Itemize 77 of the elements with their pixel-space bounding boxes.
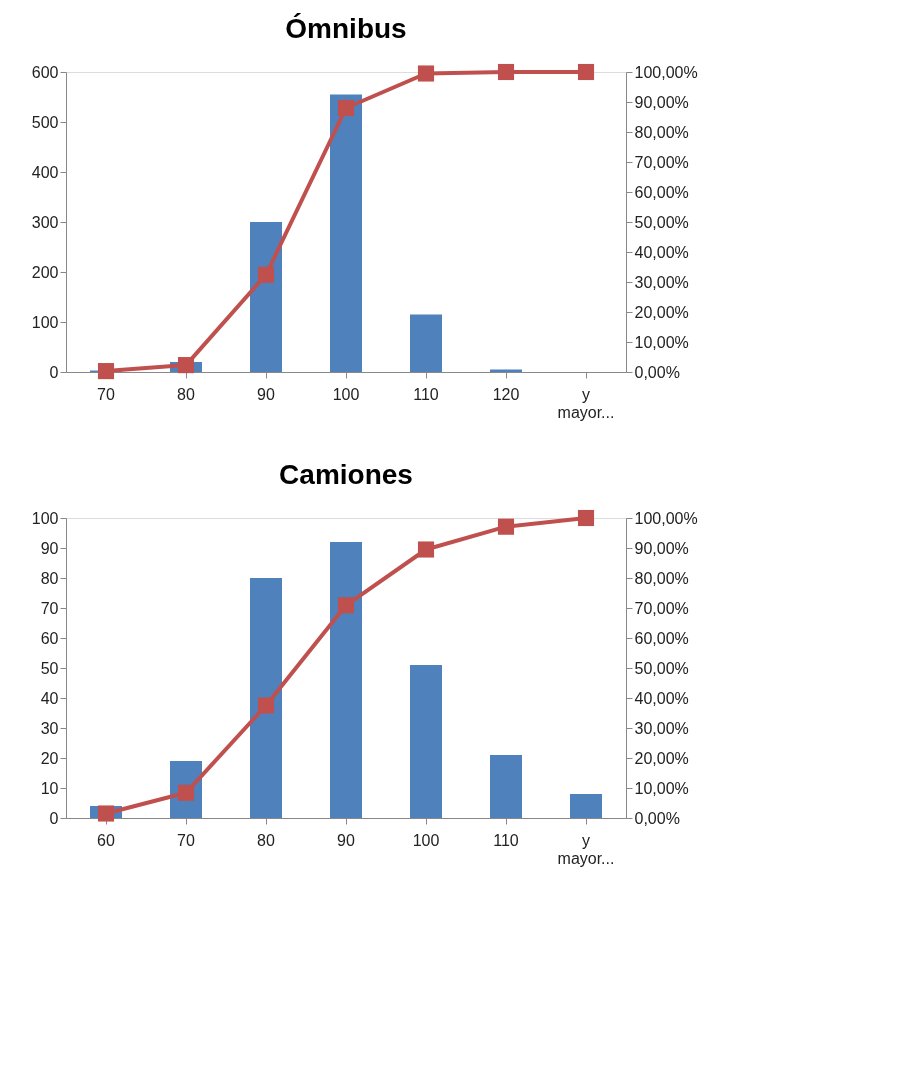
bar xyxy=(250,222,282,372)
y2-tick-label: 40,00% xyxy=(634,689,689,707)
y-tick-label: 30 xyxy=(40,719,59,737)
y2-tick-label: 100,00% xyxy=(634,509,698,527)
x-tick-label: 110 xyxy=(493,831,519,849)
point xyxy=(257,697,275,714)
y2-tick-label: 0,00% xyxy=(634,363,680,381)
y-tick-label: 0 xyxy=(49,363,59,381)
y-tick-label: 70 xyxy=(40,599,59,617)
bar xyxy=(330,94,362,372)
x-tick-label: 80 xyxy=(257,831,275,849)
point xyxy=(337,99,355,117)
x-tick-label: 90 xyxy=(257,385,275,403)
y-tick-label: 500 xyxy=(31,113,59,131)
x-tick-label: 110 xyxy=(413,385,439,403)
point xyxy=(577,63,595,81)
x-tick-label: y mayor... xyxy=(557,385,615,421)
point xyxy=(97,363,115,380)
y-tick-label: 200 xyxy=(31,263,59,281)
y-tick-label: 60 xyxy=(40,629,59,647)
y-tick-label: 400 xyxy=(31,163,59,181)
y-tick-label: 90 xyxy=(40,539,59,557)
x-tick-label: 60 xyxy=(97,831,115,849)
point xyxy=(257,266,275,283)
x-tick-label: 70 xyxy=(177,831,195,849)
x-tick-label: 100 xyxy=(332,385,360,403)
x-tick-label: 120 xyxy=(492,385,520,403)
point xyxy=(337,597,355,614)
y-tick-label: 100 xyxy=(31,509,59,527)
x-tick-label: 100 xyxy=(412,831,440,849)
y2-tick-label: 20,00% xyxy=(634,749,689,767)
x-tick-label: 70 xyxy=(97,385,115,403)
y2-tick-label: 60,00% xyxy=(634,183,689,201)
y2-tick-label: 40,00% xyxy=(634,243,689,261)
y2-tick-label: 10,00% xyxy=(634,333,689,351)
y2-tick-label: 0,00% xyxy=(634,809,680,827)
y2-tick-label: 70,00% xyxy=(634,599,689,617)
bar xyxy=(250,578,282,818)
y-tick-label: 600 xyxy=(31,63,59,81)
chart-title: Ómnibus xyxy=(285,12,407,44)
y2-tick-label: 30,00% xyxy=(634,273,689,291)
bar xyxy=(410,314,442,372)
point xyxy=(97,805,115,822)
point xyxy=(497,518,515,535)
point xyxy=(417,65,435,82)
y-tick-label: 40 xyxy=(40,689,59,707)
y2-tick-label: 10,00% xyxy=(634,779,689,797)
y2-tick-label: 30,00% xyxy=(634,719,689,737)
chart-title: Camiones xyxy=(279,458,413,490)
y2-tick-label: 50,00% xyxy=(634,213,689,231)
y2-tick-label: 90,00% xyxy=(634,93,689,111)
y-tick-label: 10 xyxy=(40,779,59,797)
y2-tick-label: 90,00% xyxy=(634,539,689,557)
x-tick-label: 80 xyxy=(177,385,195,403)
y-tick-label: 20 xyxy=(40,749,59,767)
y2-tick-label: 50,00% xyxy=(634,659,689,677)
bar xyxy=(410,665,442,818)
y-tick-label: 80 xyxy=(40,569,59,587)
point xyxy=(497,63,515,81)
point xyxy=(417,541,435,558)
x-tick-label: y mayor... xyxy=(557,831,615,867)
y2-tick-label: 20,00% xyxy=(634,303,689,321)
bar xyxy=(330,542,362,818)
y-tick-label: 50 xyxy=(40,659,59,677)
point xyxy=(177,357,195,374)
point xyxy=(577,509,595,527)
bar xyxy=(490,755,522,818)
y2-tick-label: 60,00% xyxy=(634,629,689,647)
y2-tick-label: 100,00% xyxy=(634,63,698,81)
x-tick-label: 90 xyxy=(337,831,355,849)
y-tick-label: 0 xyxy=(49,809,59,827)
y2-tick-label: 80,00% xyxy=(634,569,689,587)
y2-tick-label: 80,00% xyxy=(634,123,689,141)
y2-tick-label: 70,00% xyxy=(634,153,689,171)
y-tick-label: 100 xyxy=(31,313,59,331)
bar xyxy=(570,794,602,818)
y-tick-label: 300 xyxy=(31,213,59,231)
